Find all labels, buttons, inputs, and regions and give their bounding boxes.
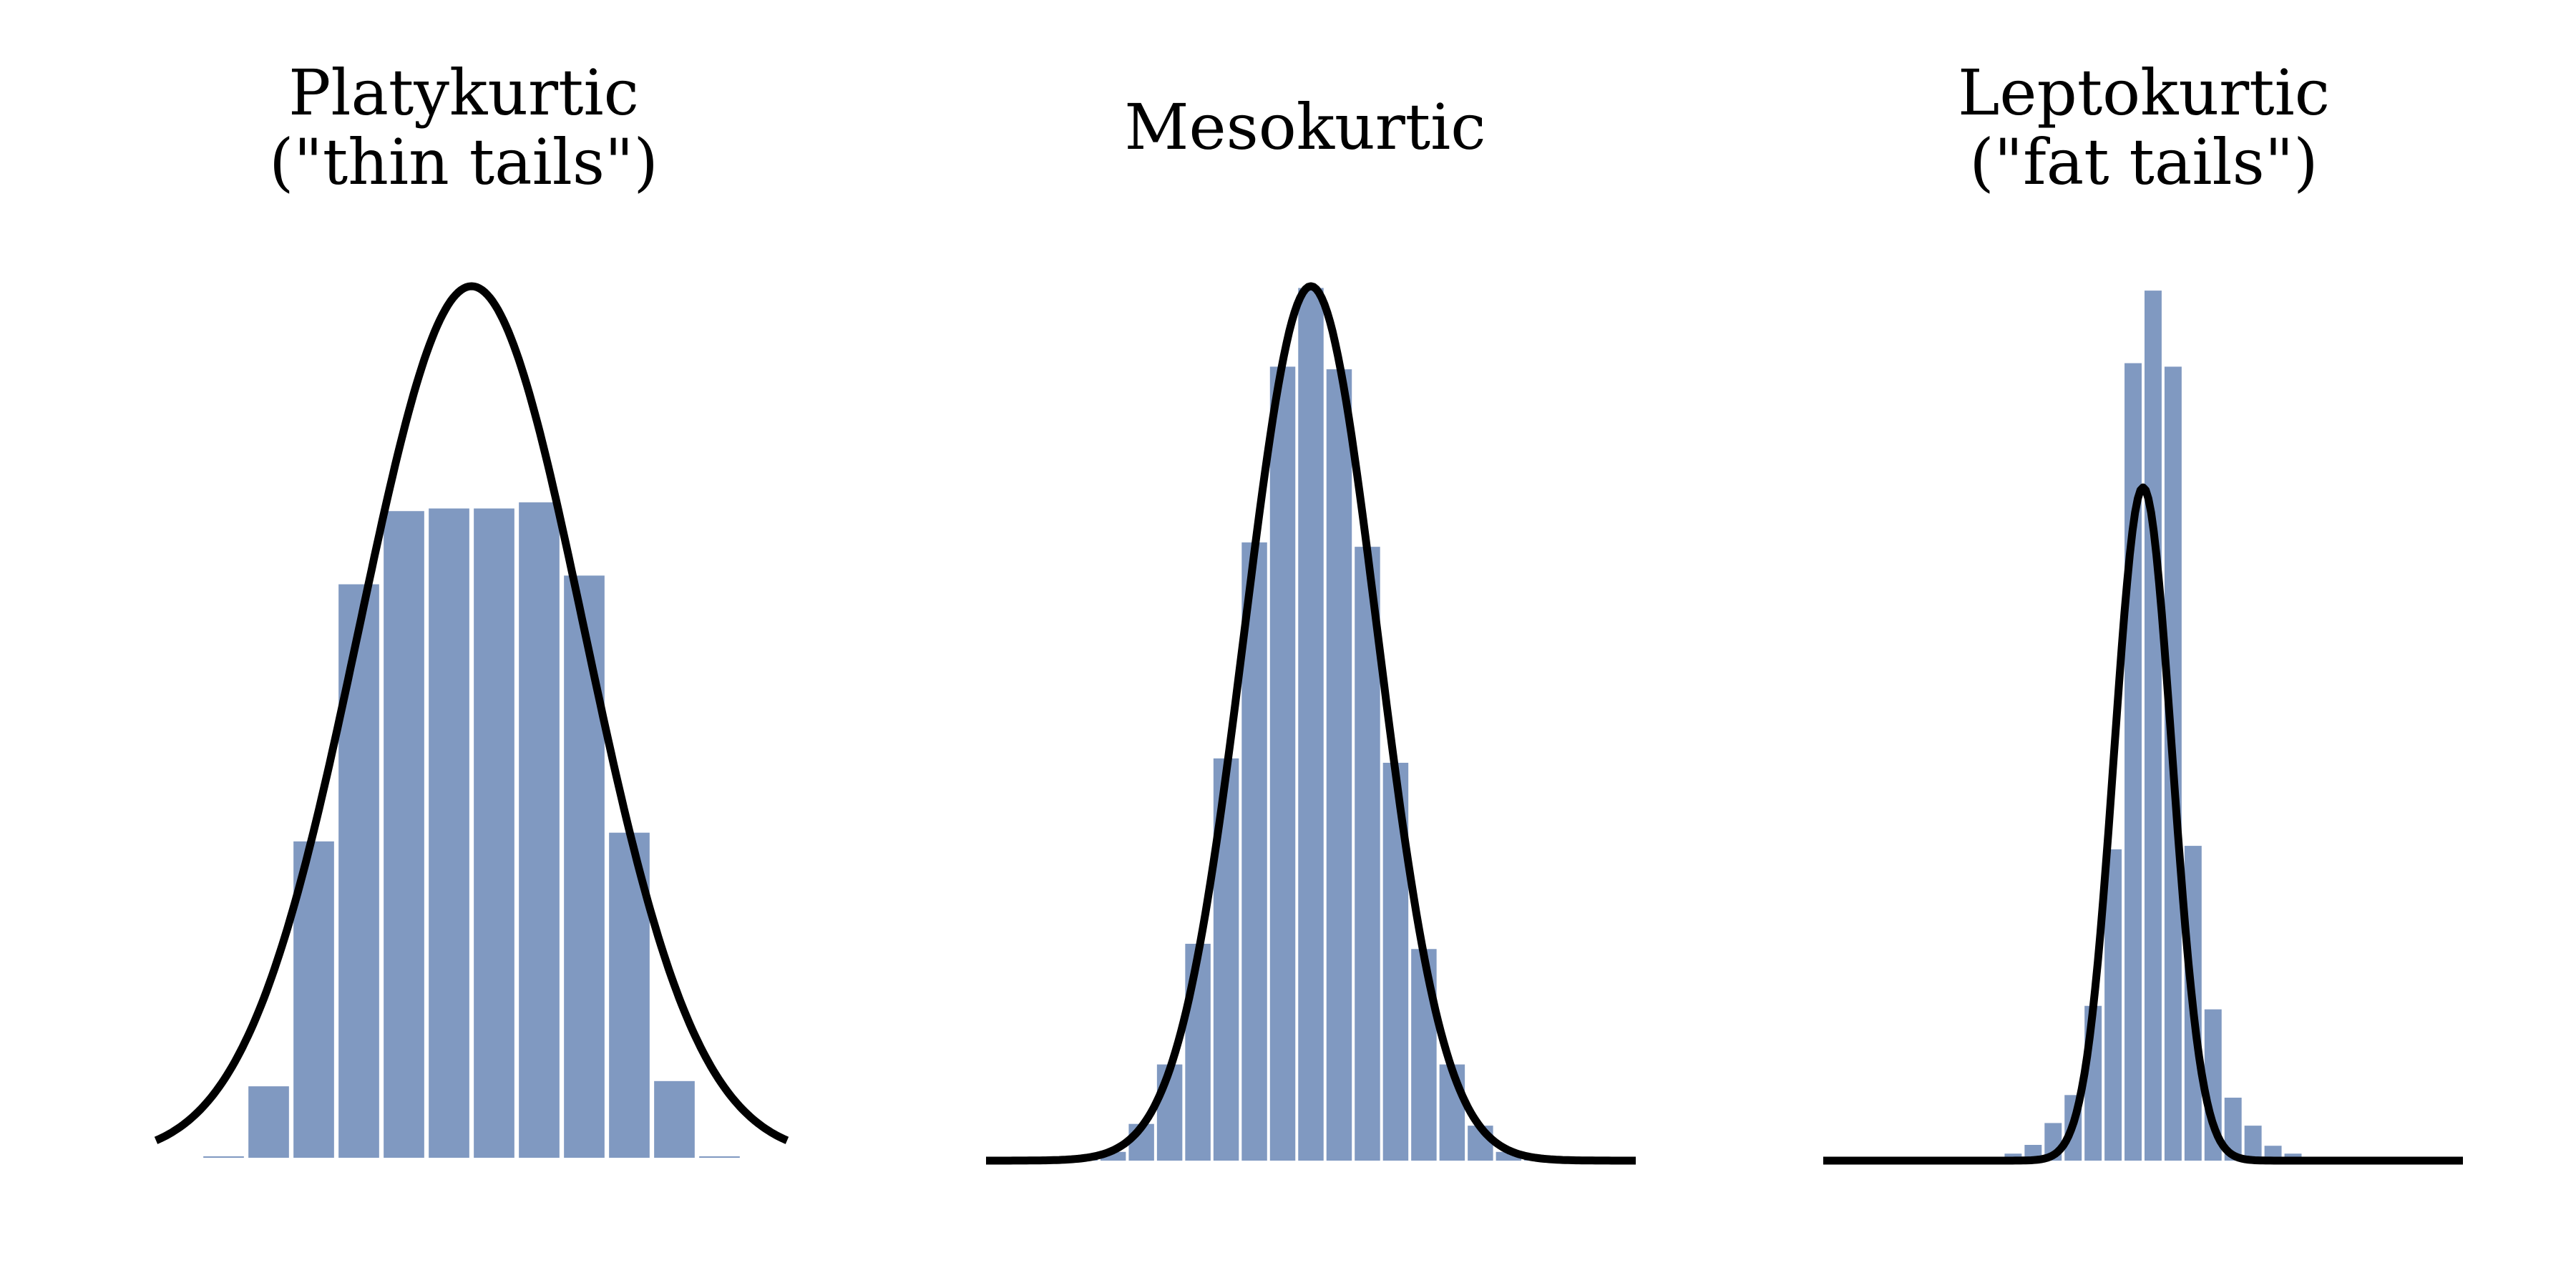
normal-curve: [154, 282, 789, 1144]
panel-title-line: Leptokurtic: [1958, 56, 2330, 130]
histogram-bar: [203, 1156, 244, 1158]
normal-curve-line: [985, 282, 1637, 1165]
histogram-bar: [429, 508, 469, 1158]
histogram-bar: [519, 502, 560, 1158]
histogram-bar: [474, 508, 514, 1158]
histogram-bar: [699, 1156, 740, 1158]
normal-curve: [1822, 483, 2464, 1165]
histogram-bar: [564, 575, 605, 1158]
panel-title-line: Platykurtic: [288, 56, 639, 130]
histogram-bar: [1298, 288, 1324, 1161]
normal-curve-line: [154, 282, 789, 1144]
histogram-bar: [1326, 369, 1352, 1161]
histogram-bar: [2224, 1098, 2242, 1161]
histogram-bar: [2104, 849, 2122, 1161]
panel-leptokurtic: Leptokurtic ("fat tails"): [1822, 56, 2464, 1165]
normal-curve: [985, 282, 1637, 1165]
panel-title-line: ("thin tails"): [269, 125, 658, 199]
histogram-bar: [1269, 366, 1296, 1161]
histogram-bar: [384, 511, 424, 1158]
panel-platykurtic: Platykurtic ("thin tails"): [154, 56, 789, 1158]
histogram-bars: [203, 502, 740, 1158]
panel-title-line: Mesokurtic: [1124, 90, 1485, 164]
histogram-bars: [1043, 288, 1579, 1161]
histogram-bar: [654, 1080, 695, 1158]
histogram-bar: [2145, 291, 2162, 1161]
histogram-bars: [1944, 291, 2342, 1161]
panel-mesokurtic: Mesokurtic: [985, 90, 1637, 1165]
panel-title-line: ("fat tails"): [1969, 125, 2318, 199]
histogram-bar: [2244, 1126, 2262, 1161]
histogram-bar: [248, 1086, 289, 1158]
histogram-bar: [338, 584, 379, 1158]
histogram-bar: [1185, 943, 1211, 1161]
normal-curve-line: [1822, 483, 2464, 1165]
histogram-bar: [2124, 363, 2142, 1161]
